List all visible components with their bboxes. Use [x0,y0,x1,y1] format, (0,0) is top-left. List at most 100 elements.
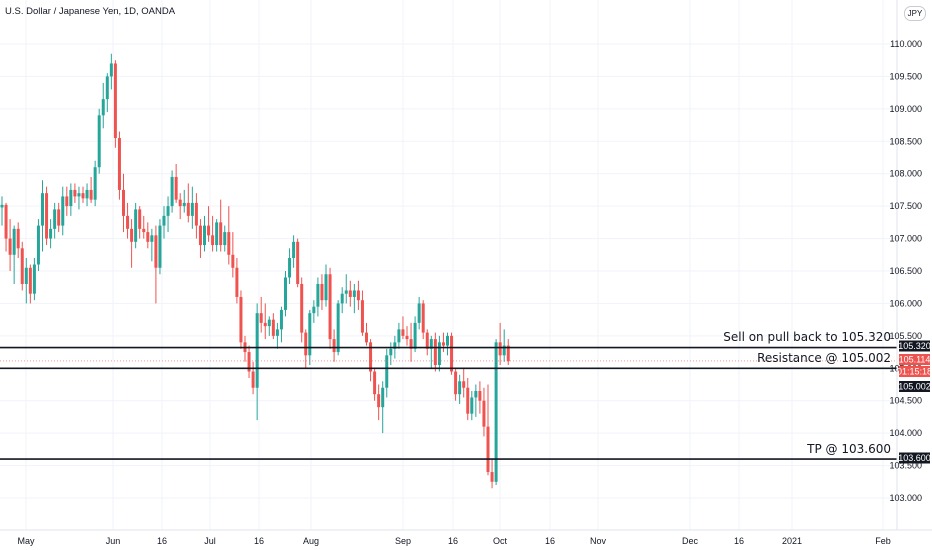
candle [190,186,194,229]
candle-body [478,390,482,401]
candle-body [251,371,255,388]
candle-body [105,76,109,100]
candle-body [134,209,138,242]
candle [296,238,300,288]
candle [454,368,458,401]
candle-body [194,202,198,226]
candle [385,348,389,398]
candle [12,225,16,284]
candle [85,183,89,207]
candle-body [174,176,178,200]
candle [81,186,85,203]
candle-body [393,342,397,349]
candle-body [154,235,158,268]
candle-body [150,235,154,242]
y-tick-label: 106.500 [889,266,922,276]
candle-body [296,241,300,284]
svg-text:103.600: 103.600 [898,453,931,463]
candle-body [32,264,36,294]
candle [251,361,255,395]
candle-body [454,371,458,395]
candle-body [235,267,239,297]
candle [344,274,348,304]
y-tick-label: 104.500 [889,396,922,406]
candle [421,300,425,340]
candle-body [198,225,202,246]
resistance-annotation: Resistance @ 105.002 [757,351,891,365]
x-tick-label: Jun [106,536,121,546]
candle [16,222,20,259]
candle-body [57,209,61,226]
candlestick-series [0,53,510,489]
candle-body [308,313,312,356]
candle [73,183,77,203]
candle-body [441,342,445,346]
currency-badge[interactable]: JPY [904,6,926,21]
candle [154,225,158,304]
candle-body [348,290,352,297]
candle-body [203,225,206,246]
y-tick-label: 103.500 [889,461,922,471]
y-tick-label: 109.500 [889,71,922,81]
candle [105,73,109,113]
svg-text:105.320: 105.320 [898,341,931,351]
candle-body [490,472,494,482]
candle-body [263,322,267,327]
candle [45,186,49,246]
candle-body [401,329,405,336]
candle-body [49,228,53,239]
x-tick-label: Sep [395,536,411,546]
candle [122,173,125,233]
candle-body [0,204,4,208]
badge-resistance-level: 105.002 [898,381,931,392]
candle-body [397,329,401,343]
candle [425,329,429,356]
candle [97,108,101,174]
candle-body [429,339,433,349]
badge-tp-level: 103.600 [898,452,931,464]
candle-body [381,387,385,408]
candle-body [182,202,186,207]
time-axis[interactable]: May Jun 16 Jul 16 Aug Sep 16 Oct 16 Nov Dec 16 2021 Fe… [17,536,890,546]
x-tick-label: Oct [493,536,508,546]
candle-body [28,267,32,294]
candle-body [405,335,409,340]
candle [113,60,117,148]
candle-body [437,342,441,366]
candle [239,290,243,349]
candle-body [219,222,223,246]
candle [61,186,65,236]
candle [126,202,130,239]
candle [292,235,296,268]
candle [356,280,360,310]
tp-annotation: TP @ 103.600 [806,442,891,456]
price-axis[interactable]: 110.000 109.500 109.000 108.500 108.000 107.5… [889,39,922,503]
candle [360,290,364,336]
candle-body [8,238,12,255]
candle [413,316,417,353]
candle-body [284,277,287,310]
candle [369,339,373,382]
badge-countdown: 01:15:18 [897,366,932,377]
candle-body [113,63,117,139]
candle [271,313,275,340]
candle-body [462,381,466,388]
candle-body [45,193,49,239]
candle-body [344,290,348,294]
candle [433,332,437,372]
candle [24,258,28,304]
candle [138,206,142,239]
candle-body [320,283,324,301]
candle [178,193,182,220]
candle [235,258,239,304]
candle-body [166,206,170,216]
candle [162,206,166,239]
candle-body [231,254,235,268]
y-tick-label: 103.000 [889,493,922,503]
candle-body [288,258,292,278]
candle [198,219,202,259]
candle-body [356,290,360,301]
candle [170,170,174,213]
candle [377,384,381,421]
